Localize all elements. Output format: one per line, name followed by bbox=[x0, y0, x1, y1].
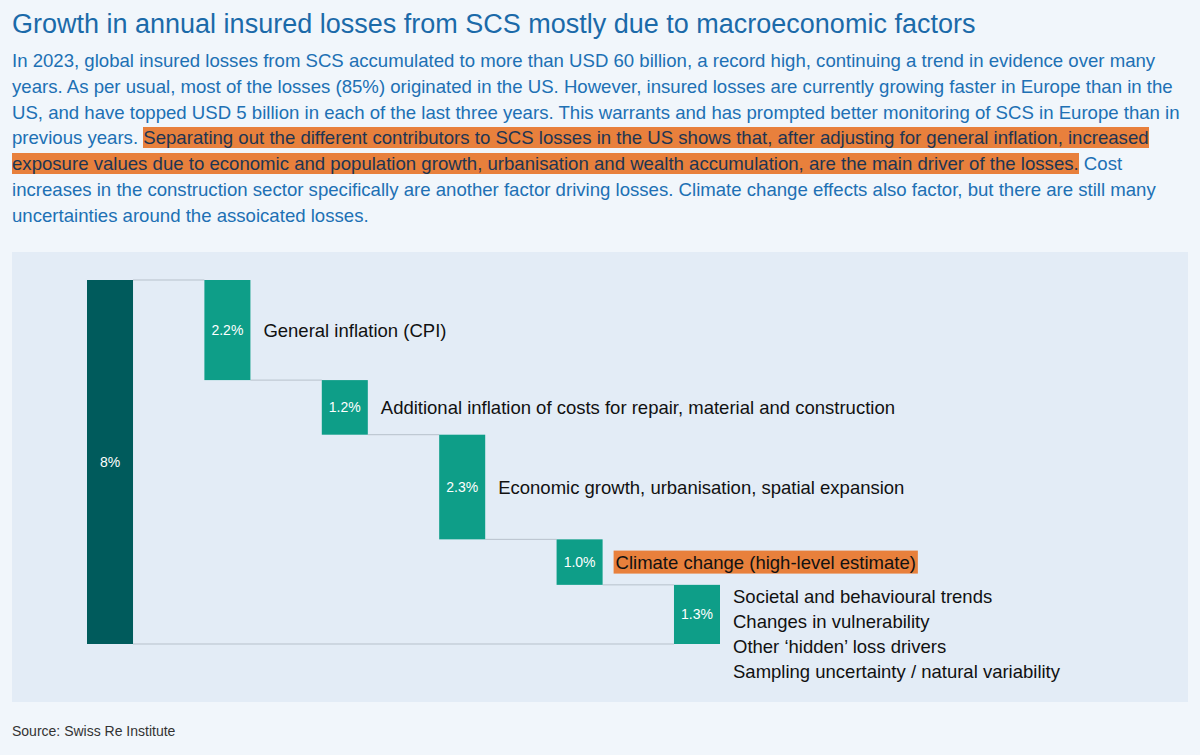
category-label: Additional inflation of costs for repair… bbox=[381, 397, 895, 418]
category-label-group: Climate change (high-level estimate) bbox=[614, 551, 918, 574]
category-label-line: Sampling uncertainty / natural variabili… bbox=[733, 661, 1061, 682]
bar bbox=[674, 585, 720, 644]
category-label-line: Climate change (high-level estimate) bbox=[616, 552, 916, 573]
category-label-line: Societal and behavioural trends bbox=[733, 586, 992, 607]
category-labels: General inflation (CPI) Additional inflat… bbox=[263, 320, 1060, 683]
bars bbox=[87, 280, 720, 644]
category-label-line: General inflation (CPI) bbox=[263, 320, 446, 341]
connector bbox=[368, 434, 439, 435]
chart-background bbox=[12, 252, 1188, 702]
connectors bbox=[133, 280, 674, 644]
body-text: In 2023, global insured losses from SCS … bbox=[12, 48, 1190, 229]
bar bbox=[322, 380, 368, 435]
bar bbox=[557, 539, 603, 585]
category-label: Societal and behavioural trends Changes i… bbox=[733, 586, 1061, 682]
category-label-line: Changes in vulnerability bbox=[733, 611, 930, 632]
baseline-connector bbox=[133, 644, 674, 645]
category-label-group: Economic growth, urbanisation, spatial e… bbox=[498, 477, 904, 498]
bar bbox=[439, 435, 485, 540]
connector bbox=[603, 584, 674, 585]
label-highlight bbox=[614, 551, 918, 574]
data-label: 1.2% bbox=[329, 399, 361, 415]
chart: 8%2.2%1.2%2.3%1.0%1.3%General inflation … bbox=[12, 252, 1188, 706]
connector bbox=[133, 280, 204, 281]
connector bbox=[250, 380, 321, 381]
category-label-line: Additional inflation of costs for repair… bbox=[381, 397, 895, 418]
chart-svg: 8%2.2%1.2%2.3%1.0%1.3%General inflation … bbox=[12, 252, 1188, 702]
title: Growth in annual insured losses from SCS… bbox=[12, 9, 975, 40]
source: Source: Swiss Re Institute bbox=[12, 723, 175, 739]
connector bbox=[485, 539, 556, 540]
data-label: 8% bbox=[100, 454, 120, 470]
category-label-group: General inflation (CPI) bbox=[263, 320, 446, 341]
data-label: 1.3% bbox=[681, 606, 713, 622]
category-label: General inflation (CPI) bbox=[263, 320, 446, 341]
category-label-line: Economic growth, urbanisation, spatial e… bbox=[498, 477, 904, 498]
category-label: Climate change (high-level estimate) bbox=[616, 552, 916, 573]
category-label: Economic growth, urbanisation, spatial e… bbox=[498, 477, 904, 498]
body-highlight: Separating out the different contributor… bbox=[12, 127, 1149, 174]
data-label: 2.2% bbox=[211, 322, 243, 338]
data-label: 1.0% bbox=[564, 554, 596, 570]
bar bbox=[204, 280, 250, 380]
category-label-group: Societal and behavioural trends Changes i… bbox=[733, 586, 1061, 682]
category-label-group: Additional inflation of costs for repair… bbox=[381, 397, 895, 418]
data-label: 2.3% bbox=[446, 479, 478, 495]
category-label-line: Other ‘hidden’ loss drivers bbox=[733, 636, 946, 657]
data-labels: 8% 2.2% 1.2% 2.3% 1.0% 1.3% bbox=[100, 322, 713, 622]
bar bbox=[87, 280, 133, 644]
